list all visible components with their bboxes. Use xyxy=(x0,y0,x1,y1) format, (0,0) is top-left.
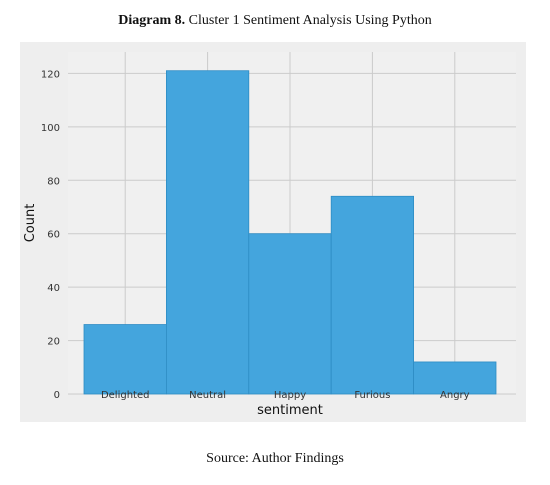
y-tick-label: 80 xyxy=(47,176,60,187)
bar-furious xyxy=(330,195,415,395)
y-tick-label: 100 xyxy=(41,123,60,134)
bar-angry xyxy=(413,361,497,395)
x-tick-label: Angry xyxy=(440,390,470,401)
bar-delighted xyxy=(83,324,167,395)
y-tick-label: 0 xyxy=(54,390,60,401)
y-axis-label: Count xyxy=(23,204,38,243)
x-tick-label: Furious xyxy=(354,390,390,401)
y-tick-label: 40 xyxy=(47,283,60,294)
x-tick-labels: Delighted Neutral Happy Furious Angry xyxy=(101,390,470,401)
sentiment-bar-chart: 0 20 40 60 80 100 120 Delighted Neutral Happy Fur… xyxy=(20,42,526,422)
x-tick-label: Neutral xyxy=(189,390,226,401)
bar-neutral xyxy=(165,70,250,395)
x-tick-label: Happy xyxy=(274,390,306,401)
diagram-caption-title: Cluster 1 Sentiment Analysis Using Pytho… xyxy=(188,13,432,28)
x-axis-label: sentiment xyxy=(257,403,323,418)
diagram-caption: Diagram 8. Cluster 1 Sentiment Analysis … xyxy=(0,13,550,29)
bar-happy xyxy=(248,233,332,395)
source-note: Source: Author Findings xyxy=(206,451,344,466)
y-tick-label: 20 xyxy=(47,337,60,348)
y-tick-labels: 0 20 40 60 80 100 120 xyxy=(41,69,60,401)
y-tick-label: 60 xyxy=(47,230,60,241)
diagram-caption-label: Diagram 8. xyxy=(118,13,186,28)
bars xyxy=(83,70,497,395)
x-tick-label: Delighted xyxy=(101,390,150,401)
y-tick-label: 120 xyxy=(41,69,60,80)
